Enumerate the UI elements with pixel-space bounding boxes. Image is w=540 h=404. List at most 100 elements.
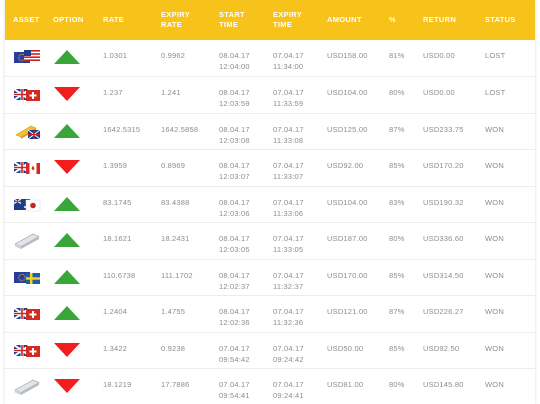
- cell-option: [49, 223, 99, 260]
- cell-expiry-rate: 1.4755: [161, 307, 186, 316]
- cell-expiry-rate: 1.241: [161, 88, 181, 97]
- cell-percent: 83%: [389, 197, 405, 207]
- cell-return: USD314.50: [423, 270, 464, 280]
- cell-percent: 85%: [389, 161, 405, 170]
- cell-expiry-rate: 18.2431: [161, 234, 190, 243]
- cell-rate: 1642.5315: [103, 124, 141, 134]
- cell-asset: [5, 369, 49, 404]
- cell-option: [49, 186, 99, 223]
- cell-asset: [5, 113, 49, 150]
- cell-expiry-time: 07.04.17 11:33:59: [273, 88, 304, 108]
- cell-expiry-rate: 111.1702: [161, 270, 193, 280]
- cell-expiry-time: 07.04.17 11:32:37: [273, 270, 304, 291]
- cell-expiry-rate: 0.9962: [161, 51, 186, 60]
- cell-asset: [5, 186, 49, 223]
- arrow-down-icon: [54, 160, 80, 174]
- col-rate: RATE: [103, 15, 125, 24]
- col-status: STATUS: [485, 15, 516, 24]
- gold-bar-flag-icon: [15, 125, 41, 139]
- arrow-up-icon: [54, 233, 80, 247]
- cell-option: [49, 113, 99, 150]
- cell-rate: 18.1621: [103, 234, 132, 243]
- cell-expiry-time: 07.04.17 09:24:42: [273, 343, 304, 364]
- cell-amount: USD104.00: [327, 88, 368, 97]
- table-header-row: ASSET OPTION RATE EXPIRY RATE START TIME E…: [5, 0, 535, 40]
- cell-start-time: 07.04.17 09:54:42: [219, 343, 250, 364]
- cell-return: USD226.27: [423, 307, 464, 316]
- cell-amount: USD104.00: [327, 197, 368, 207]
- cell-rate: 18.1219: [103, 380, 132, 389]
- cell-status: WON: [485, 270, 504, 280]
- cell-return: USD336.60: [423, 234, 464, 243]
- cell-amount: USD81.00: [327, 380, 364, 389]
- cell-amount: USD170.00: [327, 270, 368, 280]
- cell-return: USD233.75: [423, 124, 464, 134]
- cell-asset: [5, 40, 49, 77]
- cell-rate: 1.237: [103, 88, 123, 97]
- arrow-down-icon: [54, 87, 80, 101]
- cell-asset: [5, 259, 49, 296]
- cell-asset: [5, 223, 49, 260]
- cell-expiry-rate: 83.4388: [161, 197, 190, 207]
- arrow-up-icon: [54, 269, 80, 284]
- cell-expiry-time: 07.04.17 11:32:36: [273, 307, 304, 327]
- cell-amount: USD92.00: [327, 161, 364, 170]
- arrow-up-icon: [54, 123, 80, 138]
- cell-expiry-time: 07.04.17 11:33:07: [273, 161, 304, 181]
- cell-percent: 85%: [389, 270, 405, 280]
- cell-percent: 80%: [389, 88, 405, 97]
- cell-option: [49, 77, 99, 114]
- cell-status: WON: [485, 307, 504, 316]
- cell-option: [49, 259, 99, 296]
- cell-expiry-time: 07.04.17 11:33:05: [273, 234, 304, 254]
- cell-asset: [5, 150, 49, 187]
- arrow-up-icon: [54, 50, 80, 64]
- cell-status: LOST: [485, 51, 506, 60]
- arrow-down-icon: [54, 379, 80, 393]
- cell-start-time: 08.04.17 12:03:08: [219, 124, 250, 145]
- cell-status: WON: [485, 234, 504, 243]
- cell-expiry-rate: 1642.5858: [161, 124, 199, 134]
- cell-expiry-rate: 0.8969: [161, 161, 186, 170]
- cell-option: [49, 332, 99, 369]
- cell-expiry-time: 07.04.17 11:33:06: [273, 197, 304, 218]
- cell-start-time: 08.04.17 12:03:59: [219, 88, 250, 108]
- col-option: OPTION: [53, 15, 84, 24]
- table-row: 110.6738 111.1702 08.04.17 12:02:37 07.04…: [5, 259, 535, 296]
- cell-start-time: 08.04.17 12:03:06: [219, 197, 250, 218]
- arrow-down-icon: [54, 342, 80, 357]
- uk-ch-flag-icon: [13, 88, 40, 101]
- cell-option: [49, 40, 99, 77]
- cell-asset: [5, 332, 49, 369]
- table-row: 1.3959 0.8969 08.04.17 12:03:07 07.04.17 1…: [5, 150, 535, 187]
- cell-status: WON: [485, 124, 504, 134]
- cell-amount: USD187.00: [327, 234, 368, 243]
- col-percent: %: [389, 15, 396, 24]
- col-start-time: START TIME: [219, 10, 245, 29]
- table-row: 1.3422 0.9238 07.04.17 09:54:42 07.04.17 0…: [5, 332, 535, 369]
- uk-ch-flag-icon: [13, 343, 40, 357]
- cell-expiry-rate: 17.7886: [161, 380, 190, 389]
- cell-percent: 81%: [389, 51, 405, 60]
- cell-rate: 1.2404: [103, 307, 128, 316]
- cell-status: WON: [485, 161, 504, 170]
- cell-status: WON: [485, 343, 504, 353]
- cell-rate: 83.1745: [103, 197, 132, 207]
- cell-return: USD92.50: [423, 343, 460, 353]
- table-row: 1642.5315 1642.5858 08.04.17 12:03:08 07.…: [5, 113, 535, 150]
- col-expiry-rate: EXPIRY RATE: [161, 10, 191, 29]
- eu-us-flag-icon: [14, 50, 40, 63]
- cell-return: USD170.20: [423, 161, 464, 170]
- table-row: 1.237 1.241 08.04.17 12:03:59 07.04.17 11:…: [5, 77, 535, 114]
- cell-start-time: 08.04.17 12:04:00: [219, 51, 250, 71]
- table-row: 18.1621 18.2431 08.04.17 12:03:05 07.04.1…: [5, 223, 535, 260]
- cell-rate: 110.6738: [103, 270, 136, 280]
- cell-expiry-rate: 0.9238: [161, 343, 186, 353]
- col-expiry-time: EXPIRY TIME: [273, 10, 303, 29]
- cell-amount: USD158.00: [327, 51, 368, 60]
- table-row: 83.1745 83.4388 08.04.17 12:03:06 07.04.1…: [5, 186, 535, 223]
- cell-start-time: 08.04.17 12:03:05: [219, 234, 250, 254]
- cell-rate: 1.3422: [103, 343, 128, 353]
- table-row: 1.2404 1.4755 08.04.17 12:02:36 07.04.17 1…: [5, 296, 535, 332]
- uk-ca-flag-icon: [13, 161, 40, 174]
